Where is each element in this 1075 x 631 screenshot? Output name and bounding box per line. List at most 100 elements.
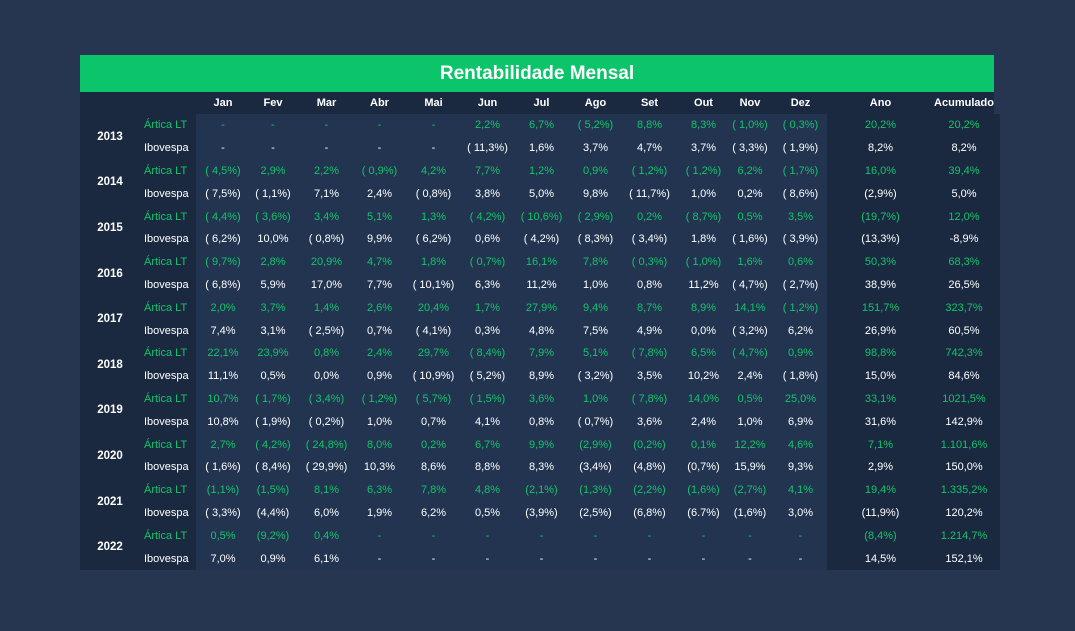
month-value-fev: 2,9% xyxy=(250,159,296,183)
table-row-2020-ibov: Ibovespa( 1,6%)( 8,4%)( 29,9%) 10,3% 8,6% 8… xyxy=(80,455,1000,479)
column-separator xyxy=(827,341,833,365)
column-separator xyxy=(827,524,833,548)
column-header-mai: Mai xyxy=(424,97,443,109)
month-value-fev: - xyxy=(250,114,296,137)
month-value-mar: 17,0% xyxy=(296,273,357,297)
year-total-value: 50,3% xyxy=(833,250,928,274)
column-header-dez: Dez xyxy=(790,97,811,109)
month-value-mar: 8,1% xyxy=(296,478,357,502)
month-value-abr: 0,7% xyxy=(357,319,402,342)
column-header-out: Out xyxy=(694,97,713,109)
cumulative-value: 1.101,6% xyxy=(928,433,1000,456)
month-value-jun: 0,3% xyxy=(465,319,510,342)
month-value-abr: - xyxy=(357,524,402,548)
month-value-out: 1,8% xyxy=(681,227,726,251)
month-value-nov: ( 4,7%) xyxy=(726,341,774,365)
month-value-jul: 5,0% xyxy=(510,182,573,206)
year-label: 2019 xyxy=(97,404,123,417)
column-separator xyxy=(827,205,833,228)
series-label: Ibovespa xyxy=(144,552,189,565)
header-series-spacer xyxy=(140,92,196,114)
series-label: Ártica LT xyxy=(144,484,188,497)
month-value-ago: ( 8,3%) xyxy=(573,227,618,251)
month-value-mar: 1,4% xyxy=(296,296,357,320)
cumulative-value: 1021,5% xyxy=(928,387,1000,411)
cumulative-value: 1.214,7% xyxy=(928,524,1000,548)
month-value-set: (4,8%) xyxy=(618,455,681,479)
month-value-jun: 3,8% xyxy=(465,182,510,206)
month-value-dez: ( 0,3%) xyxy=(774,114,827,137)
table-row-2014-artica: 2014 Ártica LT ( 4,5%) 2,9% 2,2%( 0,9%) 4,2% 7… xyxy=(80,159,1000,188)
month-value-dez: 4,6% xyxy=(774,433,827,456)
table-row-2015-ibov: Ibovespa( 6,2%) 10,0%( 0,8%) 9,9%( 6,2%) 0,… xyxy=(80,227,1000,251)
month-value-mai: - xyxy=(402,547,465,570)
month-value-mai: 29,7% xyxy=(402,341,465,365)
table-row-2019-ibov: Ibovespa 10,8%( 1,9%)( 0,2%) 1,0% 0,7% 4,1% 0… xyxy=(80,410,1000,434)
month-value-set: 0,2% xyxy=(618,205,681,228)
series-label: Ártica LT xyxy=(144,301,188,314)
month-value-abr: 2,4% xyxy=(357,341,402,365)
month-value-jun: 1,7% xyxy=(465,296,510,320)
column-separator xyxy=(827,159,833,183)
month-value-abr: - xyxy=(357,136,402,160)
month-value-jun: 0,5% xyxy=(465,501,510,525)
series-label: Ártica LT xyxy=(144,164,188,177)
month-value-set: - xyxy=(618,524,681,548)
column-header-fev: Fev xyxy=(263,97,283,109)
month-value-jan: - xyxy=(196,136,250,160)
cumulative-value: 84,6% xyxy=(928,364,1000,388)
month-value-set: ( 11,7%) xyxy=(618,182,681,206)
month-value-set: (2,2%) xyxy=(618,478,681,502)
month-value-abr: 5,1% xyxy=(357,205,402,228)
month-value-jul: 9,9% xyxy=(510,433,573,456)
month-value-abr: ( 1,2%) xyxy=(357,387,402,411)
month-value-nov: 0,5% xyxy=(726,387,774,411)
column-header-jul: Jul xyxy=(533,97,550,109)
column-separator xyxy=(827,547,833,570)
month-value-jun: ( 8,4%) xyxy=(465,341,510,365)
month-value-jul: 1,6% xyxy=(510,136,573,160)
month-value-jan: ( 4,4%) xyxy=(196,205,250,228)
column-separator xyxy=(827,182,833,206)
month-value-jan: ( 6,8%) xyxy=(196,273,250,297)
month-value-fev: 3,1% xyxy=(250,319,296,342)
column-header-abr: Abr xyxy=(370,97,389,109)
column-separator xyxy=(827,501,833,525)
month-value-abr: - xyxy=(357,114,402,137)
month-value-jul: 8,9% xyxy=(510,364,573,388)
month-value-mai: 1,3% xyxy=(402,205,465,228)
month-value-nov: 0,5% xyxy=(726,205,774,228)
year-label: 2020 xyxy=(97,449,123,462)
column-header-nov: Nov xyxy=(739,97,761,109)
series-label: Ibovespa xyxy=(144,461,189,474)
month-value-set: ( 0,3%) xyxy=(618,250,681,274)
cumulative-value: 152,1% xyxy=(928,547,1000,570)
month-value-out: 11,2% xyxy=(681,273,726,297)
month-value-mai: - xyxy=(402,114,465,137)
month-value-fev: 3,7% xyxy=(250,296,296,320)
month-value-fev: 0,5% xyxy=(250,364,296,388)
year-total-value: (13,3%) xyxy=(833,227,928,251)
month-value-abr: 7,7% xyxy=(357,273,402,297)
month-value-jul: (3,9%) xyxy=(510,501,573,525)
month-value-fev: (9,2%) xyxy=(250,524,296,548)
month-value-fev: 2,8% xyxy=(250,250,296,274)
month-value-dez: ( 2,7%) xyxy=(774,273,827,297)
month-value-set: ( 7,8%) xyxy=(618,387,681,411)
year-total-value: 2,9% xyxy=(833,455,928,479)
month-value-mar: 6,1% xyxy=(296,547,357,570)
month-value-nov: ( 3,3%) xyxy=(726,136,774,160)
month-value-mar: ( 0,2%) xyxy=(296,410,357,434)
month-value-abr: 9,9% xyxy=(357,227,402,251)
table-row-2018-ibov: Ibovespa 11,1% 0,5% 0,0% 0,9%( 10,9%)( 5,2%)… xyxy=(80,364,1000,388)
month-value-mar: ( 3,4%) xyxy=(296,387,357,411)
month-value-set: - xyxy=(618,547,681,570)
month-value-ago: 0,9% xyxy=(573,159,618,183)
month-value-mar: 0,8% xyxy=(296,341,357,365)
month-value-dez: 0,9% xyxy=(774,341,827,365)
cumulative-value: 5,0% xyxy=(928,182,1000,206)
year-total-value: 33,1% xyxy=(833,387,928,411)
cumulative-value: 68,3% xyxy=(928,250,1000,274)
month-value-mar: ( 0,8%) xyxy=(296,227,357,251)
month-value-out: 2,4% xyxy=(681,410,726,434)
